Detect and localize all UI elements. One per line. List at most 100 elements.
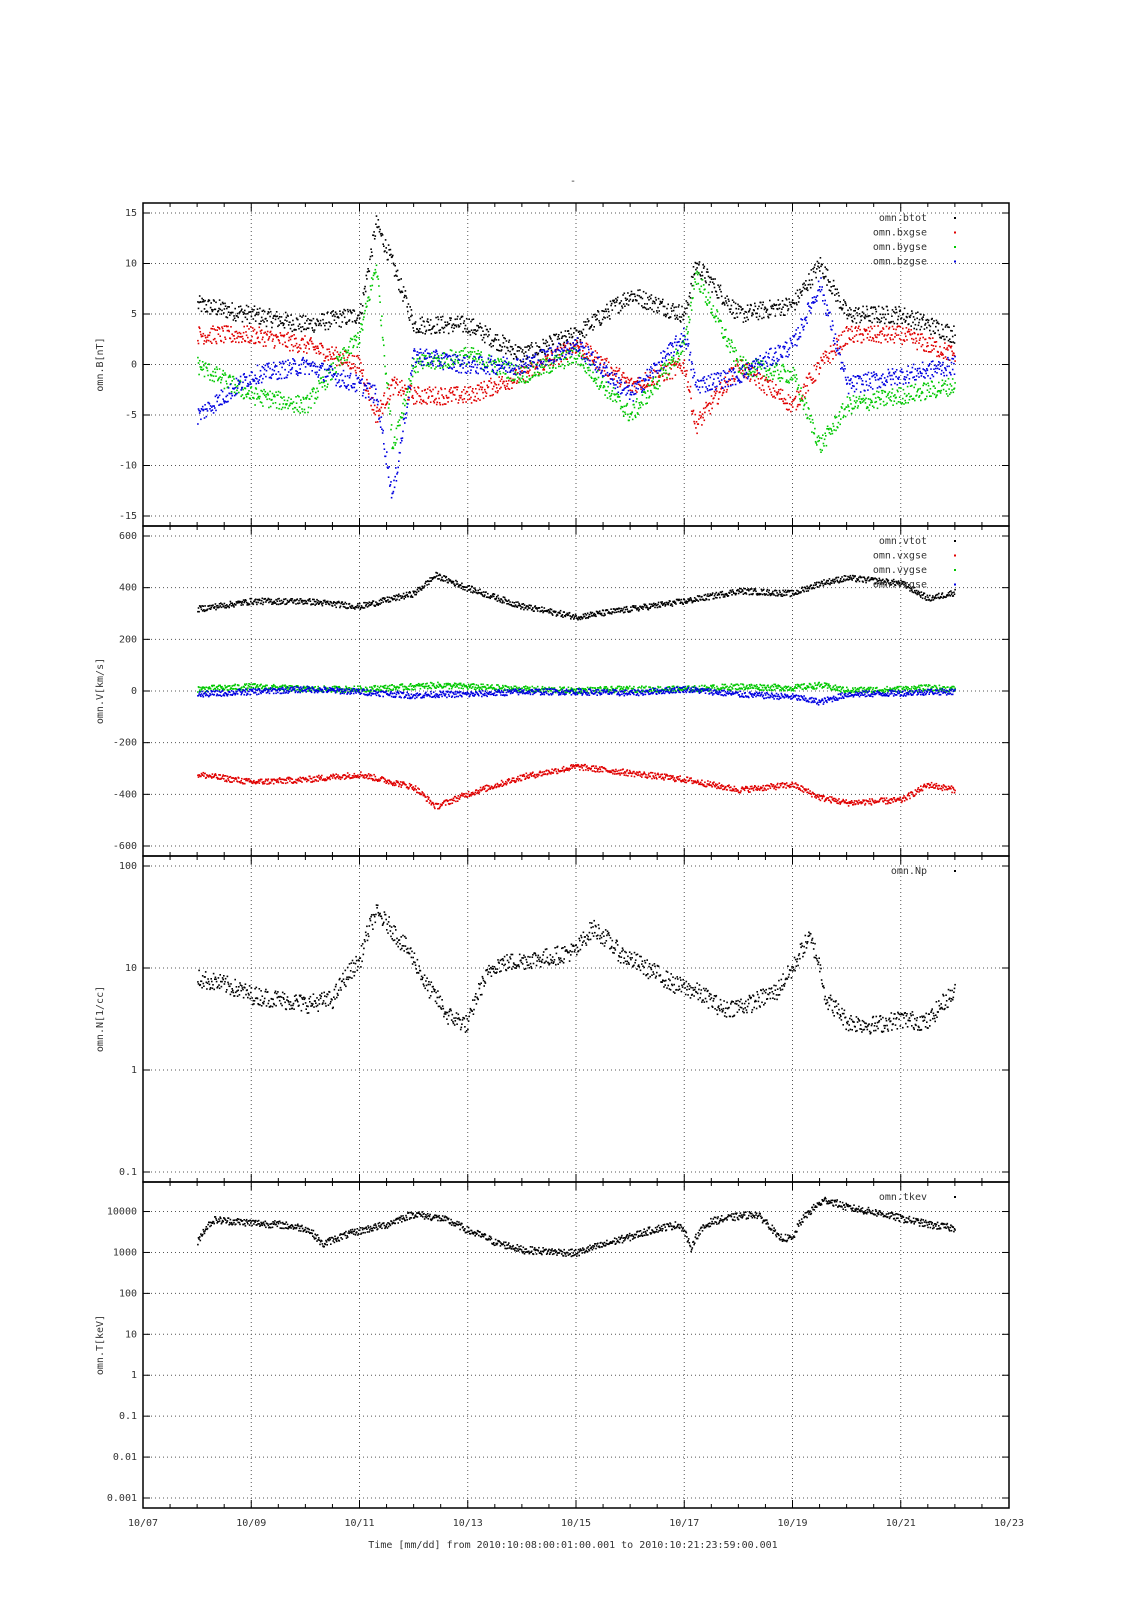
data-point	[245, 393, 247, 396]
data-point	[441, 365, 443, 367]
data-point	[927, 382, 929, 385]
data-point	[717, 377, 719, 379]
data-point	[779, 370, 782, 373]
y-tick-label: 0	[131, 360, 137, 371]
data-point	[807, 283, 810, 286]
data-point	[420, 324, 423, 326]
data-point	[825, 312, 827, 315]
data-point	[802, 329, 805, 331]
data-point	[390, 496, 393, 499]
data-point	[559, 343, 561, 345]
data-point	[290, 368, 293, 370]
data-point	[351, 386, 354, 389]
data-point	[221, 373, 224, 375]
data-point	[220, 403, 222, 405]
data-point	[358, 337, 360, 339]
data-point	[419, 348, 422, 350]
data-point	[322, 379, 325, 381]
data-point	[749, 373, 751, 375]
data-point	[233, 317, 236, 319]
data-point	[361, 323, 363, 326]
data-point	[417, 331, 419, 334]
data-point	[844, 415, 847, 418]
data-point	[208, 299, 211, 302]
data-point	[401, 437, 404, 439]
data-point	[832, 279, 835, 282]
data-point	[805, 288, 808, 291]
data-point	[206, 311, 209, 313]
data-point	[235, 330, 238, 333]
data-point	[212, 412, 215, 414]
data-point	[297, 346, 300, 348]
data-point	[591, 354, 593, 356]
data-point	[850, 403, 852, 405]
data-point	[479, 326, 482, 328]
data-point	[504, 337, 506, 340]
data-point	[271, 322, 274, 324]
data-point	[653, 384, 655, 387]
data-point	[743, 365, 745, 368]
data-point	[694, 413, 697, 416]
data-point	[335, 322, 337, 324]
data-point	[622, 389, 625, 391]
data-point	[204, 336, 207, 339]
data-point	[462, 401, 464, 404]
data-point	[855, 388, 858, 391]
data-point	[330, 323, 333, 325]
data-point	[359, 331, 362, 333]
data-point	[380, 406, 383, 409]
data-point	[713, 316, 716, 319]
data-point	[686, 301, 689, 304]
data-point	[774, 315, 777, 317]
data-point	[253, 379, 255, 381]
data-point	[742, 308, 744, 310]
data-point	[226, 307, 228, 310]
data-point	[486, 384, 488, 387]
data-point	[383, 344, 385, 347]
data-point	[849, 313, 852, 316]
data-point	[328, 372, 330, 374]
data-point	[218, 327, 220, 329]
data-point	[804, 397, 807, 400]
data-point	[255, 382, 258, 385]
data-point	[496, 373, 499, 376]
data-point	[752, 370, 754, 373]
data-point	[304, 411, 306, 414]
data-point	[339, 386, 341, 388]
data-point	[608, 374, 611, 376]
data-point	[663, 305, 666, 308]
data-point	[374, 392, 377, 395]
data-point	[844, 368, 846, 370]
data-point	[702, 264, 704, 266]
data-point	[835, 300, 837, 302]
data-point	[309, 338, 312, 341]
data-point	[470, 320, 472, 323]
data-point	[303, 398, 305, 400]
data-point	[548, 357, 551, 360]
data-point	[656, 363, 658, 366]
data-point	[938, 381, 940, 384]
data-point	[396, 473, 398, 475]
data-point	[238, 383, 240, 385]
data-point	[548, 335, 551, 337]
data-point	[363, 383, 366, 385]
data-point	[381, 403, 383, 405]
data-point	[569, 356, 571, 359]
data-point	[373, 238, 376, 240]
data-point	[287, 359, 289, 361]
data-point	[442, 396, 445, 398]
data-point	[316, 347, 318, 349]
data-point	[519, 370, 522, 373]
data-point	[702, 292, 704, 294]
data-point	[710, 311, 712, 314]
data-point	[406, 406, 408, 408]
data-point	[862, 383, 864, 386]
data-point	[526, 376, 528, 378]
data-point	[377, 278, 380, 280]
data-point	[842, 304, 844, 306]
data-point	[384, 250, 386, 252]
data-point	[277, 325, 279, 328]
data-point	[417, 329, 420, 332]
data-point	[371, 284, 374, 287]
data-point	[781, 308, 783, 310]
